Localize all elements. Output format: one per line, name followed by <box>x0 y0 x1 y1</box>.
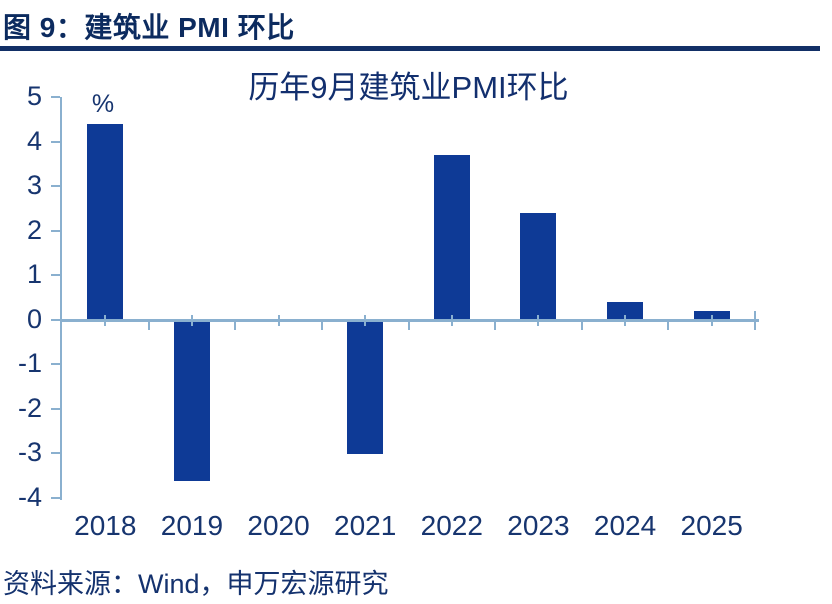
bar <box>87 123 124 320</box>
x-axis-tick <box>407 320 410 330</box>
source-note: 资料来源：Wind，申万宏源研究 <box>3 569 389 599</box>
y-axis-tick <box>51 96 60 98</box>
y-tick-label: -4 <box>17 482 42 512</box>
x-axis-center-tick <box>364 314 367 326</box>
x-axis-tick <box>580 320 583 330</box>
y-tick-label: 1 <box>26 259 42 290</box>
y-tick-label: 2 <box>26 214 42 245</box>
y-tick-label: 4 <box>26 125 42 156</box>
header-divider <box>0 46 820 51</box>
bar <box>433 154 470 320</box>
y-axis-tick <box>51 497 60 499</box>
x-axis-tick <box>494 320 497 330</box>
x-tick-label: 2021 <box>334 510 397 541</box>
y-axis-tick <box>51 140 60 143</box>
y-tick-label: 0 <box>26 303 42 334</box>
y-axis-tick <box>51 185 60 188</box>
y-axis-tick <box>51 452 60 455</box>
x-tick-label: 2023 <box>507 510 570 541</box>
x-tick-label: 2019 <box>160 510 224 541</box>
x-axis-tick <box>147 320 150 330</box>
bar <box>347 320 384 455</box>
x-tick-label: 2024 <box>593 510 657 541</box>
x-axis-center-tick <box>190 314 193 326</box>
y-axis-tick <box>51 274 60 277</box>
x-axis-line <box>60 318 759 322</box>
bar <box>520 212 557 320</box>
y-axis-tick <box>51 407 60 410</box>
bar <box>173 320 210 482</box>
y-axis-line <box>60 97 62 500</box>
x-axis-center-tick <box>624 314 627 326</box>
x-tick-label: 2018 <box>74 510 137 541</box>
x-tick-label: 2020 <box>247 510 310 541</box>
x-axis-center-tick <box>104 314 107 326</box>
bar <box>607 301 644 320</box>
x-axis-tick <box>234 320 237 330</box>
x-axis-tick <box>667 320 670 330</box>
figure-title: 图 9：建筑业 PMI 环比 <box>3 12 295 43</box>
x-axis-center-tick <box>450 314 453 326</box>
x-axis-center-tick <box>710 314 713 326</box>
y-axis-tick <box>51 363 60 366</box>
y-axis-tick <box>51 318 60 321</box>
x-tick-label: 2022 <box>420 510 483 541</box>
y-tick-label: -3 <box>17 437 42 468</box>
x-axis-center-tick <box>537 314 540 326</box>
x-axis-tick <box>320 320 323 330</box>
y-tick-label: -2 <box>17 392 42 423</box>
y-tick-label: 3 <box>26 170 42 201</box>
x-axis-center-tick <box>277 314 280 326</box>
x-axis-end-tick <box>754 310 756 330</box>
y-tick-label: -1 <box>17 348 42 379</box>
y-axis-tick <box>51 229 60 232</box>
chart-title: 历年9月建筑业PMI环比 <box>248 70 569 105</box>
y-axis-unit-label: % <box>91 90 115 118</box>
x-tick-label: 2025 <box>680 510 743 541</box>
y-tick-label: 5 <box>26 81 42 111</box>
